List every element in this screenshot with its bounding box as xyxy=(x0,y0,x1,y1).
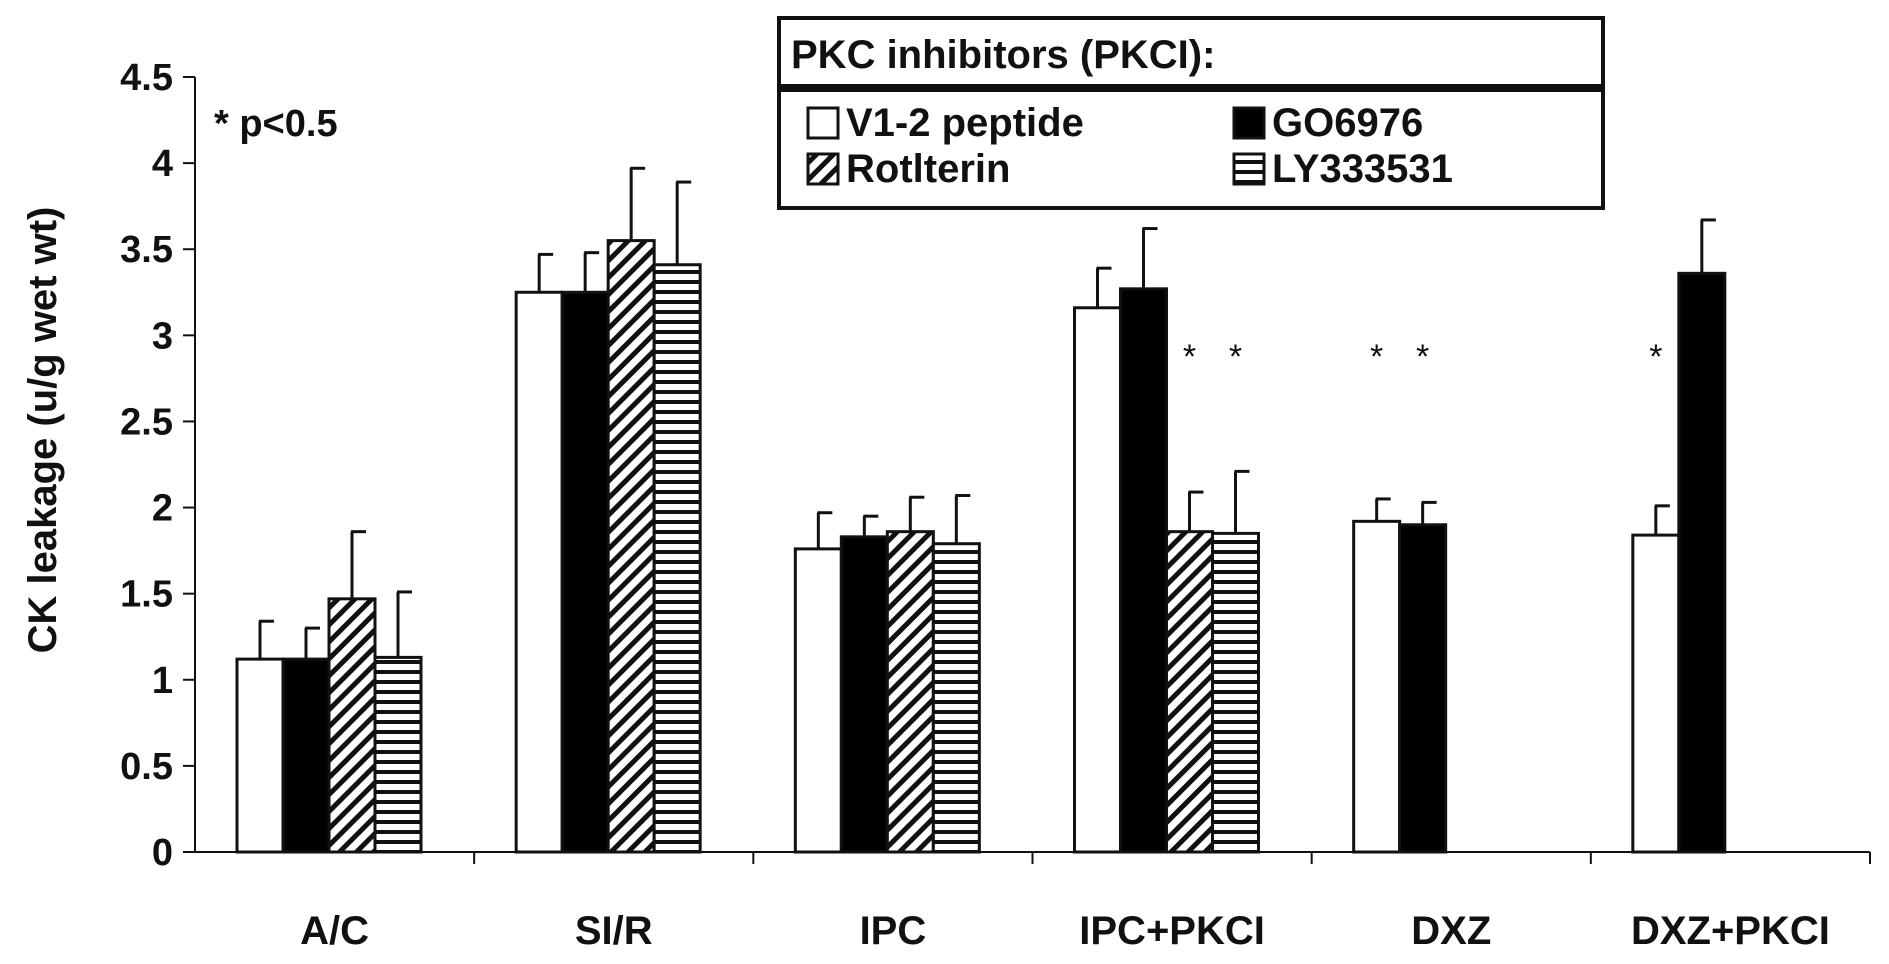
bars: * * * * * xyxy=(235,166,1727,854)
bar xyxy=(1073,306,1122,854)
y-axis-title: CK leakage (u/g wet wt) xyxy=(21,207,65,654)
legend-title: PKC inhibitors (PKCI): xyxy=(791,33,1215,77)
x-tick-label: DXZ+PKCI xyxy=(1631,909,1830,953)
bar xyxy=(1165,530,1214,854)
bar xyxy=(281,657,331,854)
x-tick-label: IPC xyxy=(860,909,927,953)
y-tick-label: 0.5 xyxy=(120,746,173,788)
y-tick-label: 2.5 xyxy=(120,401,173,443)
bar xyxy=(606,239,656,854)
bar xyxy=(1352,519,1402,854)
significance-star: * xyxy=(1229,338,1242,376)
y-axis: 0 0.5 1 1.5 2 2.5 3 3.5 4 4.5 xyxy=(120,57,196,874)
legend-label: Rotlterin xyxy=(846,147,1010,191)
bar xyxy=(1677,271,1727,854)
significance-star: * xyxy=(1416,338,1429,376)
y-tick-label: 3.5 xyxy=(120,229,173,271)
significance-note: * p<0.5 xyxy=(214,103,338,145)
bar xyxy=(514,290,564,854)
x-tick-label: DXZ xyxy=(1411,909,1491,953)
legend-items-box xyxy=(777,88,1605,210)
y-tick-label: 0 xyxy=(152,832,173,874)
bar xyxy=(327,597,377,854)
x-tick-label: SI/R xyxy=(575,909,653,953)
bar xyxy=(1631,533,1681,854)
y-tick-label: 2 xyxy=(152,488,173,530)
legend-label: V1-2 peptide xyxy=(846,101,1084,145)
legend-title-box xyxy=(777,16,1605,88)
bar xyxy=(1398,523,1448,854)
bar xyxy=(1211,531,1260,854)
x-tick-label: A/C xyxy=(300,909,369,953)
bar xyxy=(560,290,610,854)
y-tick-label: 4.5 xyxy=(120,57,173,99)
significance-star: * xyxy=(1183,338,1196,376)
bar xyxy=(1119,287,1168,854)
significance-star: * xyxy=(1649,338,1662,376)
legend-label: LY333531 xyxy=(1272,147,1453,191)
bar xyxy=(373,655,423,854)
x-tick-label: IPC+PKCI xyxy=(1079,909,1265,953)
y-tick-label: 1.5 xyxy=(120,574,173,616)
legend: PKC inhibitors (PKCI): V1-2 peptide GO697… xyxy=(777,16,1605,210)
y-tick-label: 4 xyxy=(152,143,173,185)
legend-swatch xyxy=(806,152,840,186)
bar xyxy=(839,535,889,854)
bar xyxy=(652,263,702,854)
significance-star: * xyxy=(1370,338,1383,376)
bar xyxy=(793,547,843,854)
legend-swatch xyxy=(806,106,840,140)
y-tick-label: 3 xyxy=(152,315,173,357)
x-axis: A/C SI/R IPC IPC+PKCI DXZ DXZ+PKCI xyxy=(195,851,1871,953)
y-tick-label: 1 xyxy=(152,660,173,702)
legend-swatch xyxy=(1232,152,1266,186)
bar xyxy=(235,657,285,854)
bar xyxy=(931,542,981,854)
bar xyxy=(885,530,935,854)
legend-swatch xyxy=(1232,106,1266,140)
legend-label: GO6976 xyxy=(1272,101,1423,145)
